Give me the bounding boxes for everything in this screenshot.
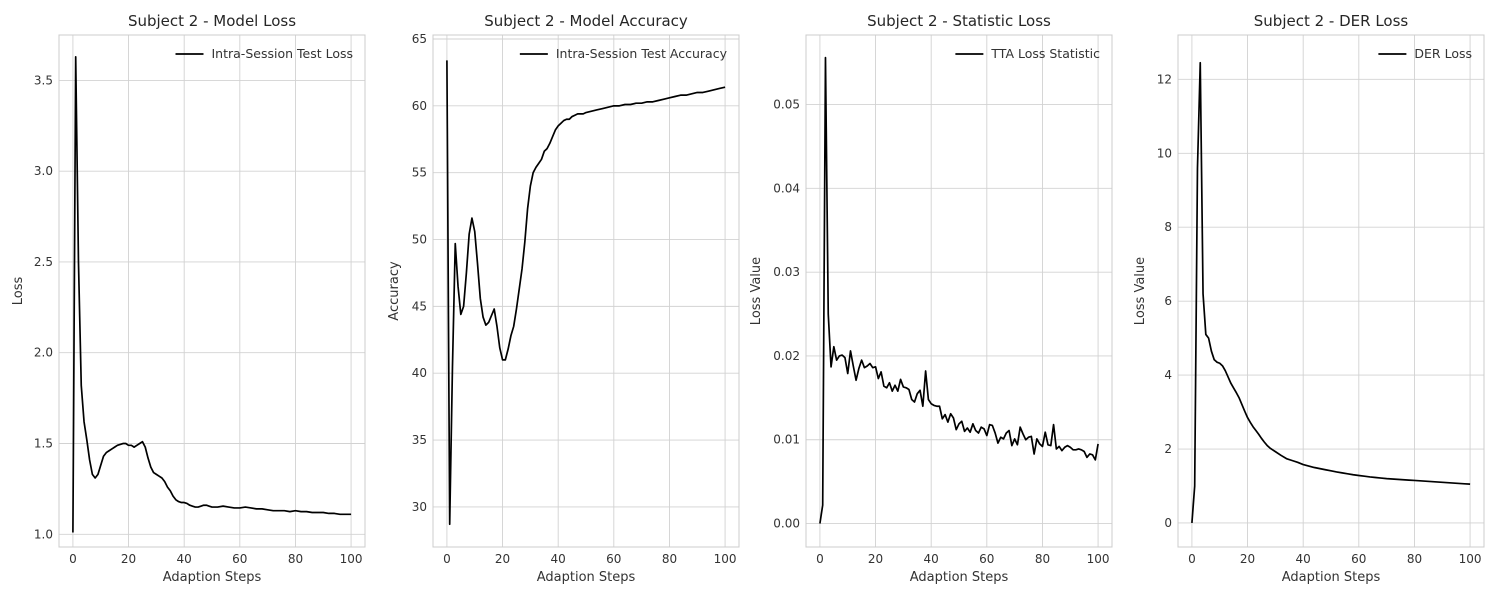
y-tick-label: 0.05 bbox=[773, 98, 800, 112]
chart-title: Subject 2 - DER Loss bbox=[1254, 12, 1409, 30]
legend: DER Loss bbox=[1378, 46, 1472, 61]
chart-title: Subject 2 - Model Loss bbox=[128, 12, 296, 30]
y-axis-label: Loss Value bbox=[749, 257, 764, 325]
y-tick-label: 0.02 bbox=[773, 349, 800, 363]
y-axis-label: Accuracy bbox=[387, 261, 402, 321]
x-tick-label: 20 bbox=[121, 552, 136, 566]
legend-entry-label: DER Loss bbox=[1414, 46, 1472, 61]
chart-panel-1: 0 20 40 60 80 100 1.0 1.5 2.0 2.5 3.0 3.5 Subject 2 … bbox=[11, 12, 366, 585]
y-tick-label: 1.5 bbox=[34, 437, 53, 451]
x-tick-label: 0 bbox=[816, 552, 824, 566]
x-tick-label: 80 bbox=[288, 552, 303, 566]
x-tick-label: 0 bbox=[443, 552, 451, 566]
x-tick-label: 80 bbox=[1407, 552, 1422, 566]
x-tick-label: 20 bbox=[868, 552, 883, 566]
y-tick-label: 55 bbox=[412, 166, 427, 180]
x-axis-label: Adaption Steps bbox=[910, 570, 1009, 585]
legend: Intra-Session Test Loss bbox=[175, 46, 354, 61]
x-axis-label: Adaption Steps bbox=[1282, 570, 1381, 585]
x-tick-label: 40 bbox=[551, 552, 566, 566]
y-tick-label: 2.0 bbox=[34, 346, 53, 360]
y-tick-label: 6 bbox=[1164, 294, 1172, 308]
chart-panel-3: 0 20 40 60 80 100 0.00 0.01 0.02 0.03 0.04 0.05 Subj… bbox=[749, 12, 1113, 585]
y-tick-label: 1.0 bbox=[34, 527, 53, 541]
x-tick-label: 80 bbox=[1035, 552, 1050, 566]
chart-panel-4: 0 20 40 60 80 100 0 2 4 6 8 10 12 Subject 2 - DER Los… bbox=[1133, 12, 1485, 585]
x-axis-label: Adaption Steps bbox=[537, 570, 636, 585]
x-tick-label: 100 bbox=[714, 552, 737, 566]
plot-frame bbox=[1177, 34, 1485, 548]
y-tick-label: 12 bbox=[1157, 72, 1172, 86]
plot-frame bbox=[432, 34, 740, 548]
x-tick-label: 20 bbox=[495, 552, 510, 566]
x-tick-label: 60 bbox=[232, 552, 247, 566]
x-tick-label: 40 bbox=[1296, 552, 1311, 566]
y-tick-label: 35 bbox=[412, 433, 427, 447]
x-tick-label: 100 bbox=[1087, 552, 1110, 566]
x-tick-label: 40 bbox=[924, 552, 939, 566]
x-tick-label: 80 bbox=[662, 552, 677, 566]
y-tick-label: 3.0 bbox=[34, 164, 53, 178]
legend: TTA Loss Statistic bbox=[955, 46, 1100, 61]
x-tick-label: 60 bbox=[1351, 552, 1366, 566]
y-tick-label: 0.04 bbox=[773, 181, 800, 195]
y-tick-label: 30 bbox=[412, 500, 427, 514]
y-tick-label: 3.5 bbox=[34, 73, 53, 87]
chart-title: Subject 2 - Statistic Loss bbox=[867, 12, 1051, 30]
legend-entry-label: TTA Loss Statistic bbox=[990, 46, 1100, 61]
chart-title: Subject 2 - Model Accuracy bbox=[484, 12, 688, 30]
series-line-1 bbox=[446, 60, 726, 526]
y-tick-label: 10 bbox=[1157, 146, 1172, 160]
y-tick-label: 0.01 bbox=[773, 433, 800, 447]
x-tick-label: 100 bbox=[1459, 552, 1482, 566]
plot-frame bbox=[805, 34, 1113, 548]
legend: Intra-Session Test Accuracy bbox=[519, 46, 728, 61]
x-tick-label: 100 bbox=[340, 552, 363, 566]
chart-panel-2: 0 20 40 60 80 100 30 35 40 45 50 55 60 65 Subject 2 - … bbox=[387, 12, 740, 585]
y-axis-label: Loss Value bbox=[1133, 257, 1148, 325]
plot-frame bbox=[58, 34, 366, 548]
y-tick-label: 0 bbox=[1164, 516, 1172, 530]
y-tick-label: 8 bbox=[1164, 220, 1172, 234]
y-tick-label: 0.00 bbox=[773, 517, 800, 531]
y-tick-label: 40 bbox=[412, 366, 427, 380]
y-tick-label: 60 bbox=[412, 99, 427, 113]
x-tick-label: 0 bbox=[1188, 552, 1196, 566]
y-tick-label: 0.03 bbox=[773, 265, 800, 279]
series-line-1 bbox=[1191, 61, 1471, 524]
y-tick-label: 50 bbox=[412, 233, 427, 247]
legend-entry-label: Intra-Session Test Accuracy bbox=[556, 46, 728, 61]
y-axis-label: Loss bbox=[11, 277, 26, 306]
y-tick-label: 2 bbox=[1164, 442, 1172, 456]
y-tick-label: 2.5 bbox=[34, 255, 53, 269]
y-tick-label: 45 bbox=[412, 299, 427, 313]
x-tick-label: 40 bbox=[177, 552, 192, 566]
legend-entry-label: Intra-Session Test Loss bbox=[212, 46, 354, 61]
x-tick-label: 60 bbox=[606, 552, 621, 566]
y-tick-label: 4 bbox=[1164, 368, 1172, 382]
x-axis-label: Adaption Steps bbox=[163, 570, 262, 585]
x-tick-label: 0 bbox=[69, 552, 77, 566]
y-tick-label: 65 bbox=[412, 32, 427, 46]
series-line-1 bbox=[819, 56, 1099, 524]
x-tick-label: 20 bbox=[1240, 552, 1255, 566]
series-line-1 bbox=[72, 55, 352, 533]
x-tick-label: 60 bbox=[979, 552, 994, 566]
